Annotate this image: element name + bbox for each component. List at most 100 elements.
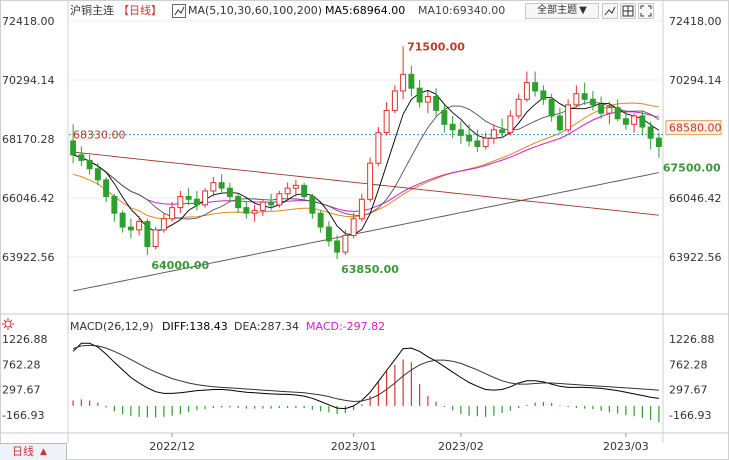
candle-body	[482, 137, 489, 148]
candle-body	[647, 126, 654, 139]
period-tab[interactable]: 日线 ▲	[0, 443, 67, 460]
candle-body	[103, 179, 110, 198]
chevron-up-icon: ▲	[40, 447, 47, 457]
macd-dea-line	[72, 344, 659, 403]
candle-body	[515, 98, 522, 117]
time-tick-label: 2023/03	[603, 440, 649, 453]
candle-body	[507, 115, 514, 134]
price-tick-label-right: 70294.14	[669, 74, 722, 87]
candle-body	[532, 82, 539, 92]
candle-body	[276, 193, 283, 206]
ma5-value: MA5:68964.00	[325, 4, 406, 17]
price-annotation: 64000.00	[151, 259, 209, 272]
symbol-title: 沪铜主连	[70, 4, 114, 17]
candle-body	[111, 196, 118, 214]
candle-body	[218, 182, 225, 189]
candle-body	[424, 96, 431, 103]
candle-body	[325, 226, 332, 242]
macd-tick-label-right: -166.93	[669, 409, 711, 422]
current-price-tag	[665, 120, 722, 136]
candle-body	[292, 184, 299, 189]
candle-body	[169, 207, 176, 220]
candle-body	[317, 212, 324, 228]
ma-settings-icon[interactable]	[172, 4, 186, 18]
macd-diff: DIFF:138.43	[162, 320, 228, 333]
candle-body	[655, 137, 662, 148]
candle-body	[350, 218, 357, 236]
macd-tick-label-left: -166.93	[2, 409, 44, 422]
time-tick-label: 2023/01	[331, 440, 377, 453]
candle-body	[449, 123, 456, 131]
theme-select[interactable]: 全部主题 ▼	[525, 3, 599, 19]
candle-body	[466, 134, 473, 142]
candle-body	[367, 162, 374, 200]
candle-body	[383, 109, 390, 134]
candle-body	[136, 221, 143, 231]
period-label[interactable]: 【日线】	[118, 4, 162, 17]
candle-body	[416, 87, 423, 103]
candle-body	[86, 159, 93, 170]
candle-body	[127, 226, 134, 231]
candle-body	[334, 240, 341, 253]
candle-body	[243, 207, 250, 214]
candle-body	[375, 132, 382, 164]
candle-body	[94, 168, 101, 181]
candle-body	[622, 118, 629, 125]
candle-body	[523, 82, 530, 100]
candle-body	[548, 98, 555, 117]
candle-body	[301, 184, 308, 198]
candle-body	[119, 212, 126, 228]
current-price-label: 68580.00	[669, 122, 722, 135]
candle-body	[573, 93, 580, 106]
macd-tick-label-right: 1226.88	[669, 333, 715, 346]
candle-body	[499, 129, 506, 134]
macd-diff-line	[72, 342, 659, 410]
macd-tick-label-right: 297.67	[669, 384, 708, 397]
candle-body	[433, 96, 440, 111]
candle-body	[160, 218, 167, 231]
candle-body	[391, 90, 398, 111]
candle-body	[144, 221, 151, 248]
price-tick-label-right: 72418.00	[669, 15, 722, 28]
candle-body	[474, 140, 481, 148]
candle-body	[556, 115, 563, 131]
chevron-down-icon: ▼	[579, 5, 587, 16]
fullscreen-icon-button[interactable]	[638, 3, 654, 19]
price-annotation: 71500.00	[407, 41, 465, 54]
theme-select-label: 全部主题	[537, 5, 578, 16]
macd-tick-label-left: 1226.88	[2, 333, 48, 346]
trend-icon-button[interactable]	[602, 3, 618, 19]
candle-body	[268, 201, 275, 206]
price-tick-label-left: 72418.00	[2, 15, 55, 28]
candle-body	[70, 140, 77, 156]
candle-body	[589, 98, 596, 106]
ma-label: MA(5,10,30,60,100,200)	[188, 4, 323, 17]
grid-icon-button[interactable]	[620, 3, 636, 19]
candle-body	[606, 107, 613, 114]
candle-body	[400, 73, 407, 92]
price-tick-label-left: 70294.14	[2, 74, 55, 87]
ma30-line	[72, 111, 660, 212]
candle-body	[581, 93, 588, 100]
candle-body	[284, 187, 291, 195]
candle-body	[235, 196, 242, 209]
candle-body	[259, 201, 266, 211]
macd-tick-label-left: 762.28	[2, 358, 41, 371]
candle-body	[540, 90, 547, 100]
ma10-value: MA10:69340.00	[418, 4, 506, 17]
time-tick-label: 2022/12	[149, 440, 195, 453]
candle-body	[457, 129, 464, 136]
candle-body	[358, 198, 365, 220]
candle-body	[177, 196, 184, 209]
price-tick-label-right: 66046.42	[669, 192, 722, 205]
macd-tick-label-left: 297.67	[2, 384, 41, 397]
time-tick-label: 2023/02	[438, 440, 484, 453]
ma200-line	[73, 151, 659, 216]
settings-icon[interactable]	[2, 318, 14, 330]
candle-body	[251, 209, 258, 214]
candle-body	[185, 196, 192, 200]
ma100-line	[73, 172, 659, 292]
candle-body	[152, 229, 159, 248]
candle-body	[490, 129, 497, 139]
